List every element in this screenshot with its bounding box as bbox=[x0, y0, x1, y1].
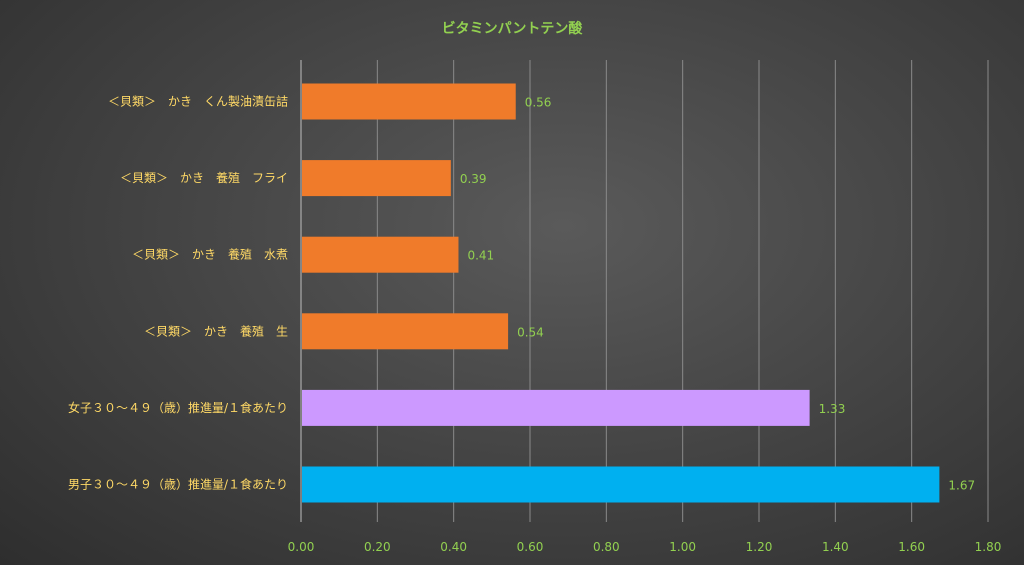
category-label: ＜貝類＞ かき 養殖 水煮 bbox=[132, 247, 288, 262]
category-label: ＜貝類＞ かき 養殖 フライ bbox=[120, 170, 288, 185]
bar bbox=[302, 83, 516, 120]
bar bbox=[302, 160, 451, 197]
category-label: 男子３０～４９（歳）推進量/１食あたり bbox=[68, 477, 288, 492]
chart-title: ビタミンパントテン酸 bbox=[442, 20, 584, 37]
x-tick-label: 0.00 bbox=[288, 540, 315, 554]
x-tick-label: 1.60 bbox=[898, 540, 925, 554]
x-tick-label: 0.80 bbox=[593, 540, 620, 554]
data-label: 1.33 bbox=[819, 402, 846, 416]
bar bbox=[302, 236, 459, 273]
x-tick-label: 0.20 bbox=[364, 540, 391, 554]
data-label: 0.54 bbox=[517, 325, 544, 339]
x-tick-label: 0.40 bbox=[440, 540, 467, 554]
bar bbox=[302, 389, 810, 426]
data-label: 0.41 bbox=[467, 249, 494, 263]
x-tick-label: 1.80 bbox=[975, 540, 1002, 554]
labels: 0.00 0.20 0.40 0.60 0.80 1.00 1.20 1.40 1.60 1.80… bbox=[68, 94, 1001, 555]
category-label: 女子３０～４９（歳）推進量/１食あたり bbox=[68, 400, 288, 415]
data-label: 0.56 bbox=[525, 96, 552, 110]
data-label: 1.67 bbox=[948, 479, 975, 493]
x-tick-label: 1.00 bbox=[669, 540, 696, 554]
grid-lines bbox=[300, 60, 989, 522]
bars bbox=[302, 83, 940, 503]
x-tick-label: 0.60 bbox=[517, 540, 544, 554]
x-tick-label: 1.20 bbox=[746, 540, 773, 554]
data-label: 0.39 bbox=[460, 172, 487, 186]
category-label: ＜貝類＞ かき 養殖 生 bbox=[144, 323, 288, 338]
bar bbox=[302, 313, 509, 350]
bar bbox=[302, 466, 940, 503]
category-label: ＜貝類＞ かき くん製油漬缶詰 bbox=[108, 94, 288, 109]
x-tick-label: 1.40 bbox=[822, 540, 849, 554]
